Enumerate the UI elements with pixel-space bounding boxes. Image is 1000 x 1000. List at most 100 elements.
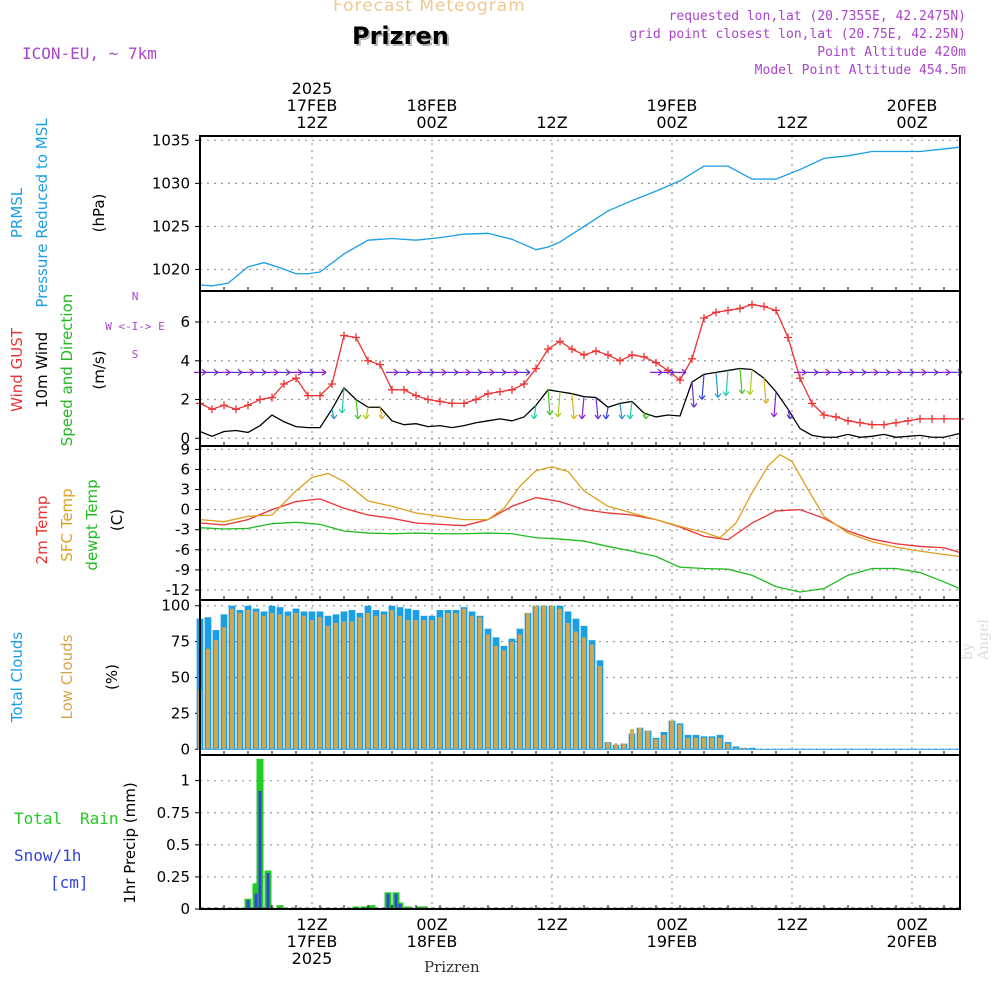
pressure-unit: (hPa) bbox=[90, 194, 108, 233]
gust-marker bbox=[808, 399, 816, 408]
low-cloud-bar bbox=[622, 743, 626, 750]
wind-direction-arrow bbox=[902, 368, 915, 376]
bottom-axis-label: 17FEB bbox=[287, 932, 338, 951]
low-cloud-bar bbox=[246, 610, 250, 750]
tick-label-y: 75 bbox=[171, 633, 190, 651]
tick-label-y: -3 bbox=[175, 521, 190, 539]
low-cloud-bar bbox=[462, 608, 466, 750]
gust-label: Wind GUST bbox=[8, 327, 26, 412]
low-cloud-bar bbox=[726, 743, 730, 750]
gust-marker bbox=[460, 399, 468, 408]
wind-direction-arrow bbox=[386, 368, 399, 376]
tick-label-y: 50 bbox=[171, 669, 190, 687]
wind-direction-arrow bbox=[470, 368, 483, 376]
low-cloud-bar bbox=[486, 634, 490, 750]
low-cloud-bar bbox=[302, 615, 306, 750]
pressure-label: PRMSL bbox=[8, 187, 26, 238]
gust-marker bbox=[568, 345, 576, 354]
low-cloud-bar bbox=[574, 631, 578, 750]
low-cloud-bar bbox=[606, 742, 610, 750]
tick-label-y: 4 bbox=[180, 352, 190, 370]
gust-marker bbox=[820, 411, 828, 419]
compass-west-east: W <-I-> E bbox=[105, 320, 165, 333]
low-cloud-bar bbox=[430, 620, 434, 750]
wind-direction-arrow bbox=[482, 368, 495, 376]
gust-marker bbox=[652, 358, 660, 367]
gust-marker bbox=[880, 420, 888, 429]
wind-direction-arrow bbox=[746, 369, 754, 396]
bottom-axis-label: 12Z bbox=[776, 915, 807, 934]
gust-marker bbox=[532, 364, 540, 373]
low-cloud-bar bbox=[310, 620, 314, 750]
low-cloud-bar bbox=[502, 650, 506, 750]
gust-marker bbox=[904, 416, 912, 425]
tick-label-y: 0 bbox=[180, 740, 190, 758]
snow-bar bbox=[398, 903, 402, 909]
low-cloud-bar bbox=[470, 615, 474, 750]
low-cloud-bar bbox=[222, 627, 226, 750]
wind-direction-arrow bbox=[254, 368, 267, 376]
gust-marker bbox=[268, 393, 276, 402]
gust-marker bbox=[364, 356, 372, 365]
temp-2m-label: 2m Temp bbox=[33, 496, 51, 565]
low-cloud-bar bbox=[326, 625, 330, 750]
low-cloud-bar bbox=[518, 634, 522, 750]
low-cloud-bar bbox=[334, 622, 338, 750]
low-cloud-bar bbox=[598, 666, 602, 750]
wind-direction-arrow bbox=[242, 368, 255, 376]
snow-bar bbox=[266, 873, 270, 909]
location-title: Prizren bbox=[352, 22, 449, 50]
temp-unit: (C) bbox=[108, 509, 126, 531]
rain-bar bbox=[368, 905, 376, 909]
temperature-line-0 bbox=[199, 496, 961, 554]
wind-direction-arrow bbox=[842, 368, 855, 376]
wind-direction-arrow bbox=[642, 412, 650, 420]
gust-marker bbox=[448, 399, 456, 408]
gust-line bbox=[199, 303, 960, 426]
low-cloud-bar bbox=[318, 617, 322, 750]
top-axis-label: 00Z bbox=[416, 113, 447, 132]
wind-direction-arrow bbox=[878, 368, 891, 376]
gust-marker bbox=[316, 391, 324, 400]
wind-direction-arrow bbox=[278, 368, 291, 376]
gust-marker bbox=[940, 414, 948, 423]
low-clouds-label: Low Clouds bbox=[58, 634, 76, 719]
wind-direction-arrow bbox=[570, 393, 578, 420]
tick-label-y: 0.25 bbox=[157, 868, 190, 886]
top-axis-label: 12Z bbox=[776, 113, 807, 132]
low-cloud-bar bbox=[710, 737, 714, 750]
snow-unit: [cm] bbox=[50, 873, 89, 892]
low-cloud-bar bbox=[702, 737, 706, 750]
gust-marker bbox=[244, 401, 252, 410]
top-axis-label: 18FEB bbox=[407, 96, 458, 115]
temp-sfc-label: SFC Temp bbox=[58, 488, 76, 561]
low-cloud-bar bbox=[654, 739, 658, 750]
gust-marker bbox=[676, 376, 684, 385]
bottom-axis-label: 18FEB bbox=[407, 932, 458, 951]
low-cloud-bar bbox=[550, 605, 554, 750]
footer-location: Prizren bbox=[424, 958, 480, 976]
panel-frame bbox=[199, 754, 961, 910]
top-axis-label: 00Z bbox=[896, 113, 927, 132]
gust-marker bbox=[376, 360, 384, 369]
gust-marker bbox=[220, 401, 228, 410]
low-cloud-bar bbox=[342, 621, 346, 750]
top-axis-label: 20FEB bbox=[887, 96, 938, 115]
snow-bar bbox=[394, 893, 398, 909]
low-cloud-bar bbox=[270, 612, 274, 750]
gust-marker bbox=[292, 374, 300, 383]
total-cloud-bar bbox=[748, 747, 756, 750]
wind-direction-arrow bbox=[602, 407, 610, 420]
wind-direction-arrow bbox=[926, 368, 939, 376]
gust-marker bbox=[580, 350, 588, 359]
wind-direction-arrow bbox=[938, 368, 951, 376]
wind-direction-arrow bbox=[518, 368, 531, 376]
low-cloud-bar bbox=[638, 727, 642, 750]
wind-direction-arrow bbox=[830, 368, 843, 376]
gust-marker bbox=[340, 331, 348, 340]
rain-bar bbox=[404, 906, 412, 909]
model-label: ICON-EU, ~ 7km bbox=[22, 44, 157, 63]
gust-marker bbox=[916, 414, 924, 423]
low-cloud-bar bbox=[742, 747, 746, 750]
